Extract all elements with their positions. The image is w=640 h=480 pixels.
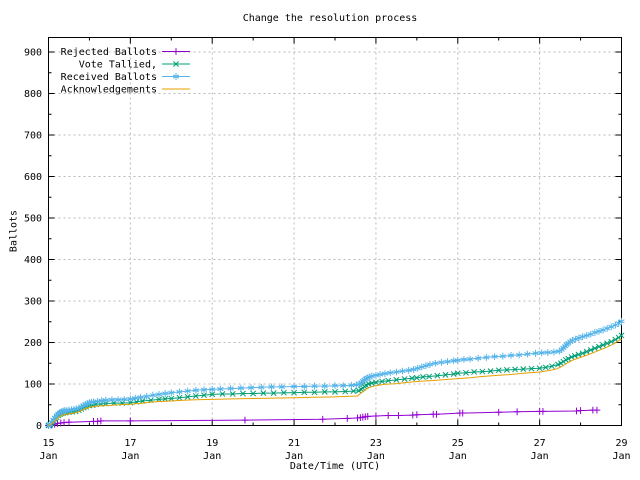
y-tick-label: 0 bbox=[36, 421, 42, 432]
y-tick-label: 300 bbox=[24, 297, 42, 308]
y-tick-label: 900 bbox=[24, 48, 42, 59]
legend-sample-marker bbox=[172, 48, 180, 55]
x-tick-label-month: Jan bbox=[121, 451, 139, 462]
series-markers-1 bbox=[45, 332, 625, 429]
x-axis-label: Date/Time (UTC) bbox=[289, 461, 381, 472]
x-tick-label-day: 29 bbox=[615, 438, 627, 449]
x-tick-label-day: 17 bbox=[124, 438, 136, 449]
x-tick-label-month: Jan bbox=[531, 451, 549, 462]
x-tick-label-month: Jan bbox=[203, 451, 221, 462]
y-axis-label: Ballots bbox=[8, 209, 20, 253]
legend-label: Acknowledgements bbox=[61, 85, 157, 96]
x-tick-label-day: 15 bbox=[42, 438, 54, 449]
chart-title: Change the resolution process bbox=[242, 13, 418, 24]
x-tick-label-day: 21 bbox=[288, 438, 300, 449]
x-tick-label-month: Jan bbox=[39, 451, 57, 462]
series-line-1 bbox=[48, 334, 622, 426]
x-tick-label-day: 23 bbox=[370, 438, 382, 449]
y-tick-label: 600 bbox=[24, 172, 42, 183]
x-tick-label-day: 19 bbox=[206, 438, 218, 449]
legend-label: Received Ballots bbox=[61, 72, 157, 83]
y-tick-label: 700 bbox=[24, 131, 42, 142]
x-tick-label-month: Jan bbox=[612, 451, 630, 462]
legend-label: Vote Tallied, bbox=[79, 60, 157, 71]
plot-border bbox=[48, 37, 622, 426]
legend-sample-marker bbox=[172, 73, 180, 80]
y-tick-label: 100 bbox=[24, 380, 42, 391]
x-tick-label-month: Jan bbox=[367, 451, 385, 462]
x-tick-label-month: Jan bbox=[449, 451, 467, 462]
x-tick-label-month: Jan bbox=[285, 451, 303, 462]
series-line-2 bbox=[48, 320, 622, 426]
x-tick-label-day: 27 bbox=[534, 438, 546, 449]
series-markers-2 bbox=[45, 317, 625, 429]
x-tick-label-day: 25 bbox=[452, 438, 464, 449]
legend-label: Rejected Ballots bbox=[61, 47, 157, 58]
series-line-3 bbox=[48, 338, 622, 426]
legend-sample-marker bbox=[173, 61, 179, 67]
y-tick-label: 400 bbox=[24, 255, 42, 266]
y-tick-label: 200 bbox=[24, 338, 42, 349]
y-tick-label: 800 bbox=[24, 89, 42, 100]
axis-ticks bbox=[48, 37, 622, 426]
y-tick-label: 500 bbox=[24, 214, 42, 225]
